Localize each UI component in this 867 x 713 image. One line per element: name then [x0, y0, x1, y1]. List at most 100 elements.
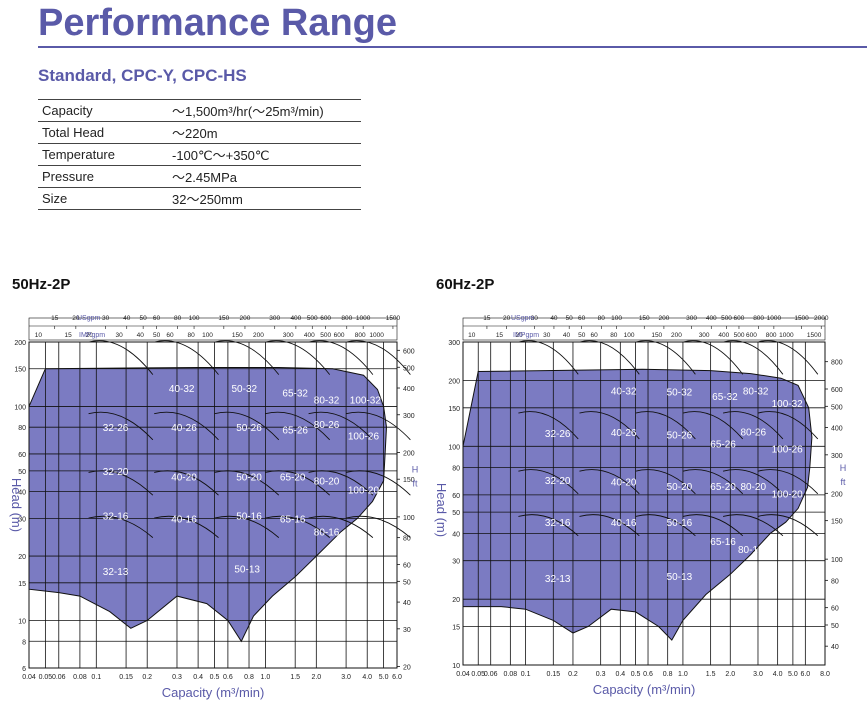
model-label: 32-13: [545, 574, 571, 585]
usgpm-tick-label: 1000: [356, 315, 371, 322]
impgpm-axis-label: IMPgpm: [79, 332, 105, 339]
model-label: 80-32: [314, 395, 340, 406]
curve-boundary: [214, 411, 280, 441]
usgpm-tick-label: 1500: [386, 315, 401, 322]
usgpm-tick-label: 300: [686, 315, 697, 322]
y-tick-label: 60: [452, 493, 460, 500]
y2-tick-label: 100: [831, 557, 843, 564]
usgpm-tick-label: 15: [51, 315, 59, 322]
curve-boundary: [88, 340, 154, 375]
y-tick-label: 10: [452, 663, 460, 670]
y2-tick-label: 400: [831, 426, 843, 433]
spec-value: ～220m: [168, 121, 361, 144]
curve-boundary: [518, 340, 579, 375]
x-tick-label: 1.0: [678, 671, 688, 678]
curve-boundary: [635, 340, 696, 375]
x-tick-label: 6.0: [392, 674, 402, 681]
x-axis-title: Capacity (m³/min): [593, 682, 696, 697]
x-tick-label: 2.0: [311, 674, 321, 681]
curve-boundary: [308, 470, 374, 496]
usgpm-tick-label: 50: [566, 315, 574, 322]
impgpm-tick-label: 80: [610, 332, 618, 339]
x-axis-title: Capacity (m³/min): [162, 685, 265, 700]
y-tick-label: 100: [448, 444, 460, 451]
model-label: 80-20: [314, 477, 340, 488]
y2-axis-unit: ft: [840, 477, 846, 487]
usgpm-tick-label: 30: [102, 315, 110, 322]
usgpm-tick-label: 2000: [814, 315, 829, 322]
y-tick-label: 20: [18, 554, 26, 561]
top-scale-frame: [462, 317, 826, 341]
curve-boundary: [579, 514, 640, 537]
curve-boundary: [722, 469, 784, 495]
impgpm-tick-label: 800: [355, 332, 366, 339]
page-title: Performance Range: [38, 2, 398, 44]
curve-boundary: [308, 515, 374, 538]
x-tick-label: 1.5: [706, 671, 716, 678]
impgpm-tick-label: 50: [578, 332, 586, 339]
usgpm-tick-label: 20: [72, 315, 80, 322]
spec-label: Temperature: [38, 143, 168, 166]
model-label: 32-16: [545, 518, 571, 529]
performance-envelope: [462, 368, 813, 641]
y2-axis-title: H: [412, 464, 419, 474]
impgpm-tick-label: 500: [320, 332, 331, 339]
x-tick-label: 4.0: [362, 674, 372, 681]
model-label: 40-32: [169, 384, 195, 395]
top-scale-frame: [28, 317, 398, 341]
x-tick-label: 0.3: [596, 671, 606, 678]
model-label: 100-20: [348, 485, 380, 496]
usgpm-tick-label: 100: [189, 315, 200, 322]
impgpm-tick-label: 300: [283, 332, 294, 339]
model-label: 50-20: [667, 482, 693, 493]
subtitle: Standard, CPC-Y, CPC-HS: [38, 66, 247, 85]
x-tick-label: 0.08: [504, 671, 518, 678]
y2-tick-label: 40: [831, 644, 839, 651]
model-label: 50-16: [236, 511, 262, 522]
usgpm-axis-label: USgpm: [511, 315, 535, 322]
model-label: 80-20: [740, 482, 766, 493]
y2-tick-label: 30: [403, 627, 411, 634]
impgpm-tick-label: 400: [304, 332, 315, 339]
model-label: 32-20: [545, 476, 571, 487]
curve-boundary: [265, 515, 330, 538]
impgpm-axis-label: IMPgpm: [513, 332, 539, 339]
curve-boundary: [308, 340, 374, 375]
y-axis-title: Head (m): [9, 478, 24, 532]
usgpm-tick-label: 500: [307, 315, 318, 322]
usgpm-tick-label: 40: [123, 315, 131, 322]
spec-row: Capacity ～1,500m³/hr(～25m³/min): [38, 99, 361, 122]
usgpm-tick-label: 150: [218, 315, 229, 322]
model-label: 50-13: [234, 564, 260, 575]
y-tick-label: 15: [18, 581, 26, 588]
y-tick-label: 150: [448, 406, 460, 413]
usgpm-tick-label: 200: [240, 315, 251, 322]
spec-row: Temperature -100℃～+350℃: [38, 143, 361, 166]
y-tick-label: 80: [18, 425, 26, 432]
model-label: 65-32: [282, 389, 308, 400]
usgpm-tick-label: 15: [483, 315, 491, 322]
curve-boundary: [345, 515, 411, 538]
y2-tick-label: 40: [403, 600, 411, 607]
model-label: 100-26: [348, 432, 380, 443]
spec-value: ～1,500m³/hr(～25m³/min): [168, 99, 361, 122]
model-label: 50-26: [667, 431, 693, 442]
model-label: 100-32: [350, 395, 382, 406]
y2-tick-label: 200: [831, 491, 843, 498]
x-tick-label: 0.5: [210, 674, 220, 681]
impgpm-tick-label: 10: [468, 332, 476, 339]
y-tick-label: 300: [448, 340, 460, 347]
model-label: 100-26: [772, 444, 804, 455]
spec-label: Size: [38, 187, 168, 210]
chart-title-60hz: 60Hz-2P: [436, 276, 495, 293]
model-label: 50-20: [236, 473, 262, 484]
x-tick-label: 2.0: [725, 671, 735, 678]
model-label: 65-20: [280, 473, 306, 484]
impgpm-tick-label: 150: [651, 332, 662, 339]
x-tick-label: 3.0: [753, 671, 763, 678]
curve-boundary: [635, 514, 696, 537]
x-tick-label: 0.4: [193, 674, 203, 681]
x-tick-label: 0.05: [39, 674, 53, 681]
x-tick-label: 0.3: [172, 674, 182, 681]
usgpm-tick-label: 60: [578, 315, 586, 322]
